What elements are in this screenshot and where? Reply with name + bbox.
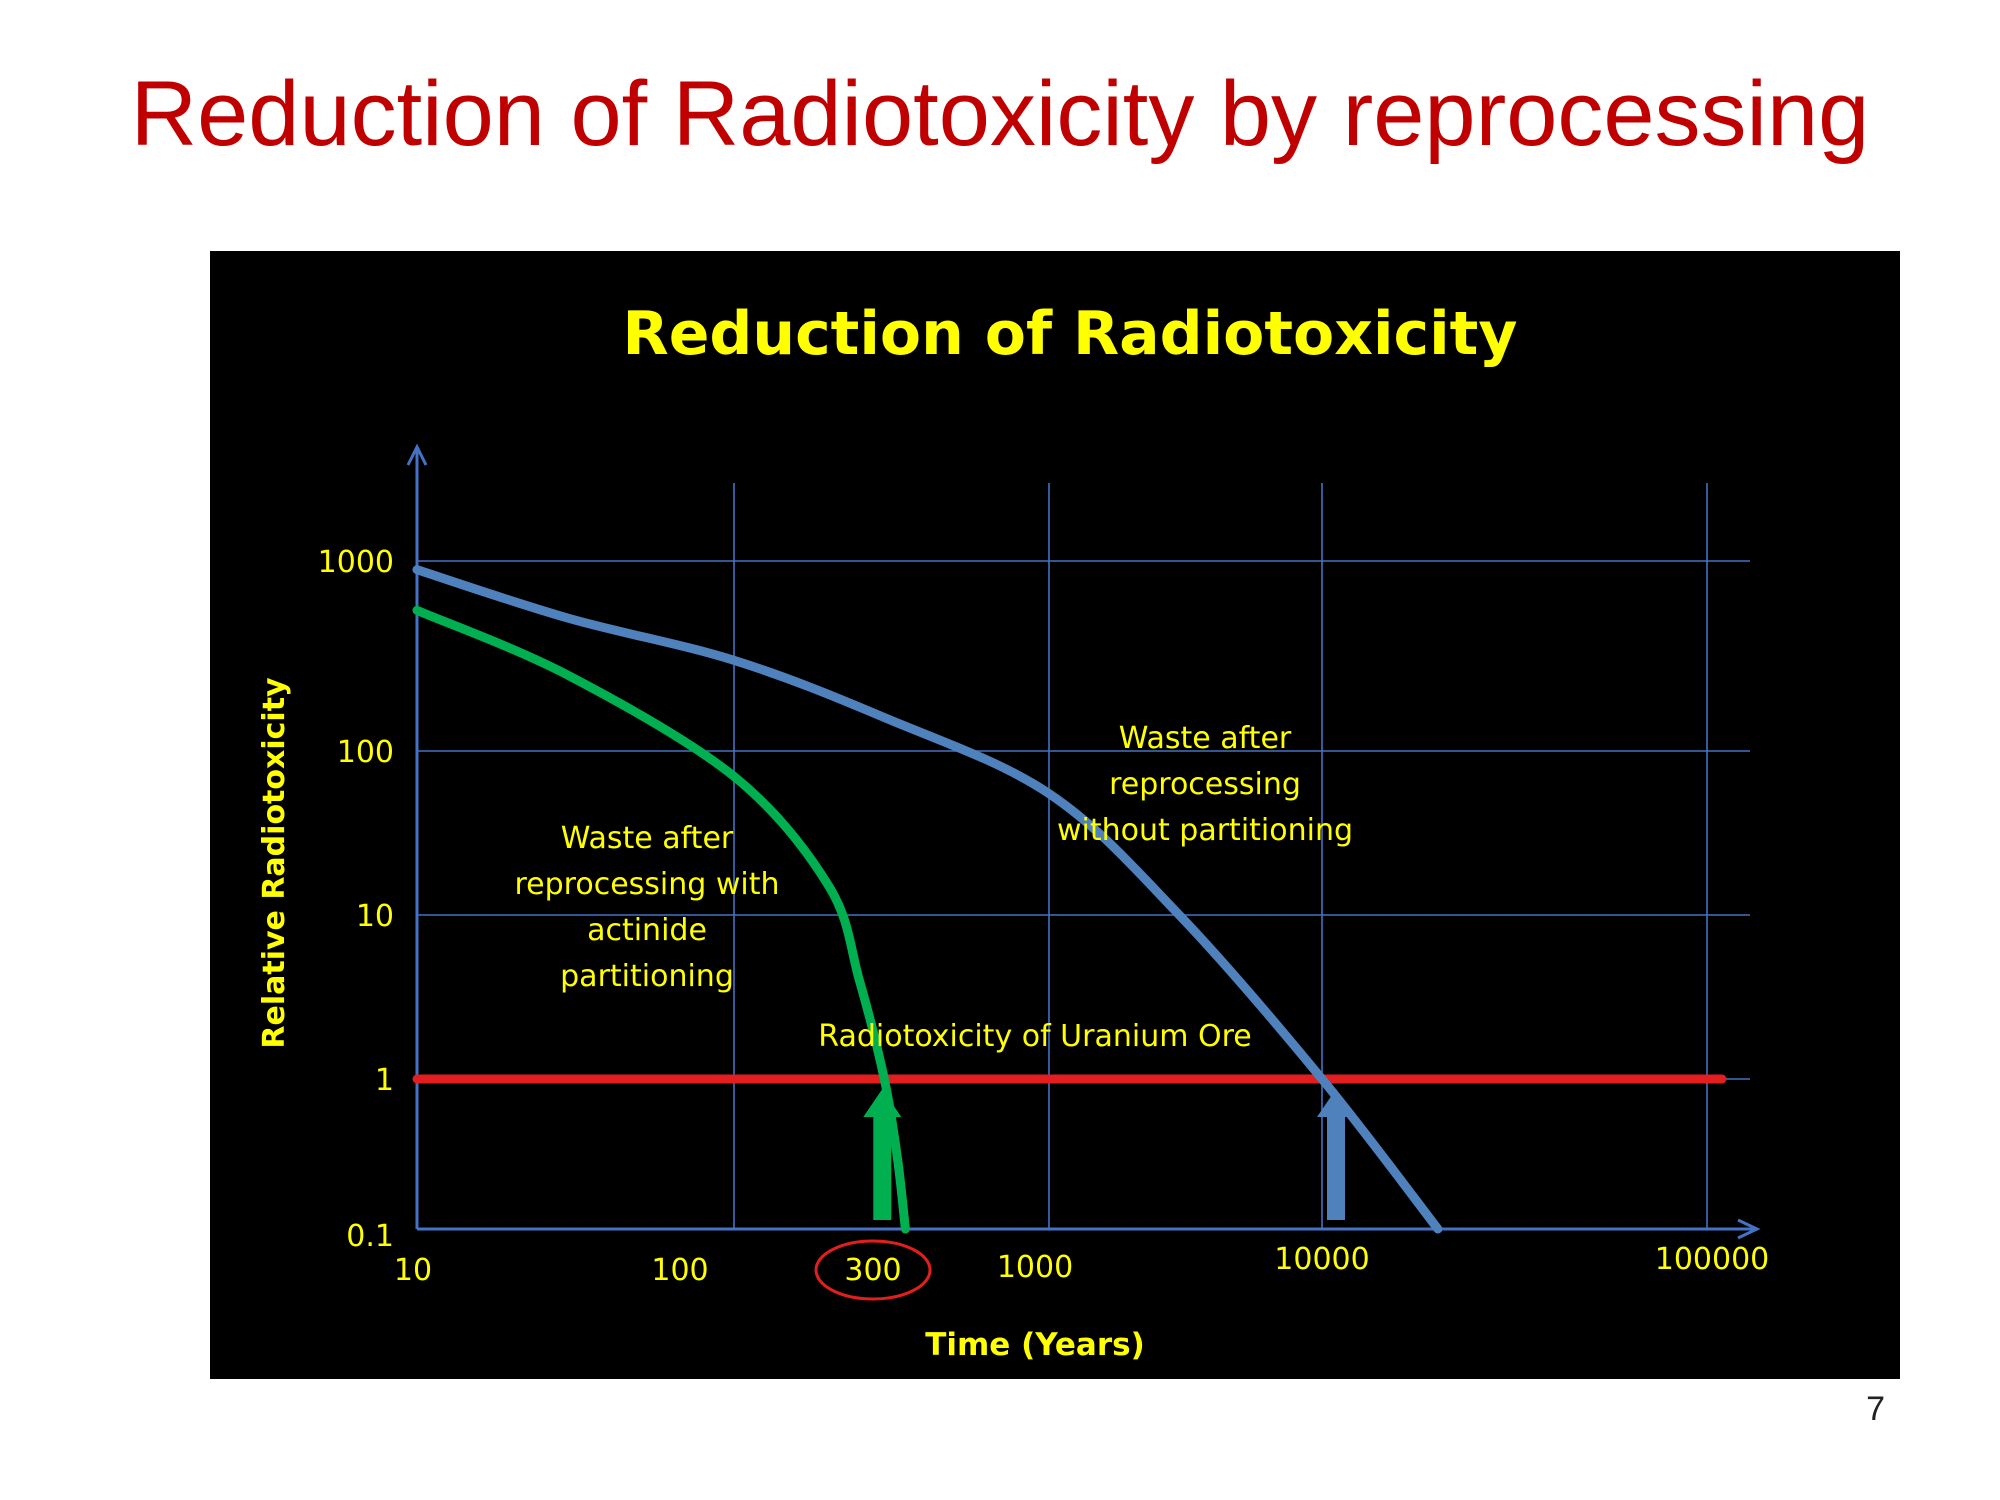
slide-title: Reduction of Radiotoxicity by reprocessi… [130,63,1870,165]
chart-title: Reduction of Radiotoxicity [623,299,1518,369]
series-line-actinide-partitioning [412,605,910,1234]
annotation-actinide-partitioning: Waste after [561,821,734,856]
y-axis-label: Relative Radiotoxicity [257,677,292,1049]
annotations: Waste after reprocessing with actinide part… [515,721,1354,1054]
x-axis-label: Time (Years) [925,1327,1145,1363]
grid-lines [417,483,1750,1229]
y-axis-arrowhead [406,443,428,466]
annotation-actinide-partitioning: partitioning [560,959,734,994]
highlighted-tick-circle [814,1239,932,1301]
series-lines [412,565,1727,1234]
annotation-actinide-partitioning: actinide [587,913,707,948]
y-tick-label: 1 [375,1063,394,1098]
x-tick-label: 1000 [997,1250,1073,1285]
page-number: 7 [1866,1390,1885,1428]
annotation-without-partitioning: Waste after [1119,721,1292,756]
y-tick-label: 0.1 [346,1219,394,1254]
x-tick-label: 10 [394,1253,432,1288]
x-axis-arrowhead [1737,1218,1761,1240]
annotation-actinide-partitioning: reprocessing with [515,867,780,902]
axes [406,443,1761,1240]
x-tick-label: 100 [651,1253,708,1288]
x-tick-label: 10000 [1274,1242,1369,1277]
crossing-arrow-head [1317,1089,1355,1117]
chart-panel: Reduction of Radiotoxicity Time (Years) … [210,251,1900,1379]
crossing-arrow-head [863,1089,902,1117]
x-tick-label: 100000 [1655,1242,1770,1277]
y-tick-label: 10 [356,899,394,934]
x-tick-label: 300 [844,1253,901,1288]
y-tick-label: 100 [337,735,394,770]
tick-labels: 0.1 1 10 100 1000 10 100 300 1000 10000 100000 [318,545,1770,1301]
y-tick-label: 1000 [318,545,394,580]
annotation-without-partitioning: reprocessing [1109,767,1301,802]
uranium-ore-label: Radiotoxicity of Uranium Ore [818,1019,1251,1054]
crossing-arrow-shaft [1327,1115,1345,1220]
crossing-arrow-shaft [873,1115,892,1220]
annotation-without-partitioning: without partitioning [1057,813,1353,848]
series-line-without-partitioning [412,565,1443,1234]
radiotoxicity-chart: Reduction of Radiotoxicity Time (Years) … [257,299,1770,1363]
